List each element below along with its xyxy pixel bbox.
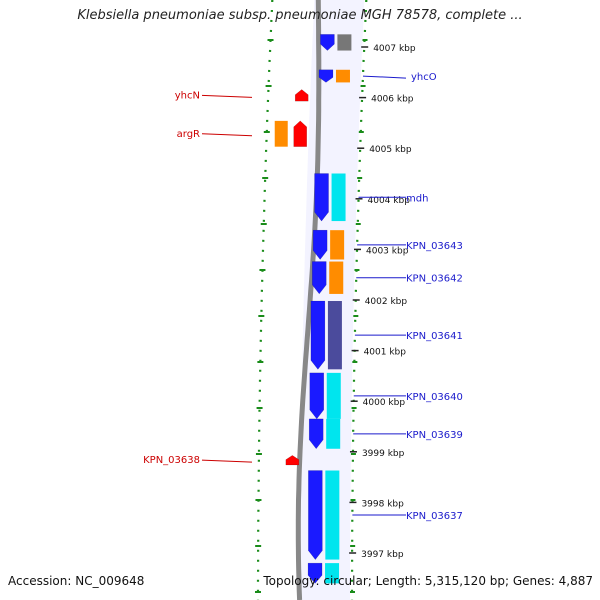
gene-yhco-arrow <box>318 69 334 83</box>
tick-label: 4006 kbp <box>371 95 414 105</box>
accession-text: Accession: NC_009648 <box>8 574 145 588</box>
gene-mdh-label: mdh <box>406 193 428 204</box>
gene-yhco-cog-block <box>335 69 350 83</box>
gene-mdh-arrow <box>314 173 329 222</box>
gene-kpn-03641-cog-block <box>327 301 342 370</box>
gene-kpn-03640-arrow <box>309 372 325 420</box>
gene-unnamed-cog-block <box>325 563 340 584</box>
gene-yhco-leader <box>362 75 407 79</box>
gene-track <box>274 34 352 584</box>
tick-label: 3999 kbp <box>362 449 405 459</box>
gene-argr-leader <box>201 133 253 137</box>
gene-kpn-03638-label: KPN_03638 <box>143 455 200 466</box>
tick-label: 4000 kbp <box>363 398 406 408</box>
gene-kpn-03641-label: KPN_03641 <box>406 331 463 342</box>
gene-kpn-03637-arrow <box>308 470 323 560</box>
tick-label: 3998 kbp <box>361 499 404 509</box>
gene-kpn-03643-cog-block <box>330 230 345 260</box>
gene-kpn-03637-cog-block <box>325 470 340 560</box>
gene-kpn-03638-leader <box>201 459 253 463</box>
gene-kpn-03642-arrow <box>312 261 327 295</box>
map-title: Klebsiella pneumoniae subsp. pneumoniae … <box>77 8 523 23</box>
gene-mdh-cog-block <box>331 173 346 222</box>
gene-kpn-03641-arrow <box>310 300 326 370</box>
ruler: 4007 kbp 4006 kbp 4005 kbp 4004 kbp 4003 kbp… <box>349 44 416 560</box>
topology-text: Topology: circular; Length: 5,315,120 bp… <box>263 574 593 588</box>
gene-unnamed-cog-block <box>337 34 352 51</box>
gene-kpn-03643-arrow <box>312 229 328 260</box>
gene-kpn-03639-label: KPN_03639 <box>406 430 463 441</box>
gene-kpn-03643-label: KPN_03643 <box>406 241 463 252</box>
tick-label: 3997 kbp <box>361 550 404 560</box>
gene-kpn-03639-arrow <box>308 418 324 450</box>
gene-argr-cog-block <box>274 120 288 147</box>
tick-label: 4003 kbp <box>366 246 409 256</box>
gene-yhco-label: yhcO <box>411 72 437 83</box>
gc-dots-outer <box>256 0 274 600</box>
gene-labels: yhcO yhcN argR mdh KPN_03643 KPN_03642 KPN_036… <box>143 72 463 522</box>
gene-yhcn-arrow <box>294 89 309 102</box>
tick-label: 4002 kbp <box>365 297 408 307</box>
tick-label: 4005 kbp <box>369 145 412 155</box>
gene-argr-arrow <box>293 120 307 147</box>
gene-kpn-03640-cog-block <box>326 372 341 419</box>
gene-unnamed-arrow <box>320 34 335 51</box>
tick-label: 4001 kbp <box>364 348 407 358</box>
gene-kpn-03642-label: KPN_03642 <box>406 274 463 285</box>
gene-yhcn-label: yhcN <box>175 90 200 101</box>
gene-kpn-03637-label: KPN_03637 <box>406 511 463 522</box>
tick-label: 4007 kbp <box>373 44 416 54</box>
gene-yhcn-leader <box>201 94 253 98</box>
gene-kpn-03640-label: KPN_03640 <box>406 392 463 403</box>
gene-kpn-03642-cog-block <box>329 261 344 294</box>
gene-unnamed-arrow <box>307 562 323 584</box>
backbone-track <box>295 0 322 600</box>
gene-kpn-03638-arrow <box>285 455 300 466</box>
tick-label: 4004 kbp <box>368 196 411 206</box>
gene-argr-label: argR <box>177 129 200 140</box>
backbone-line <box>295 0 322 600</box>
gene-kpn-03639-cog-block <box>326 418 341 449</box>
